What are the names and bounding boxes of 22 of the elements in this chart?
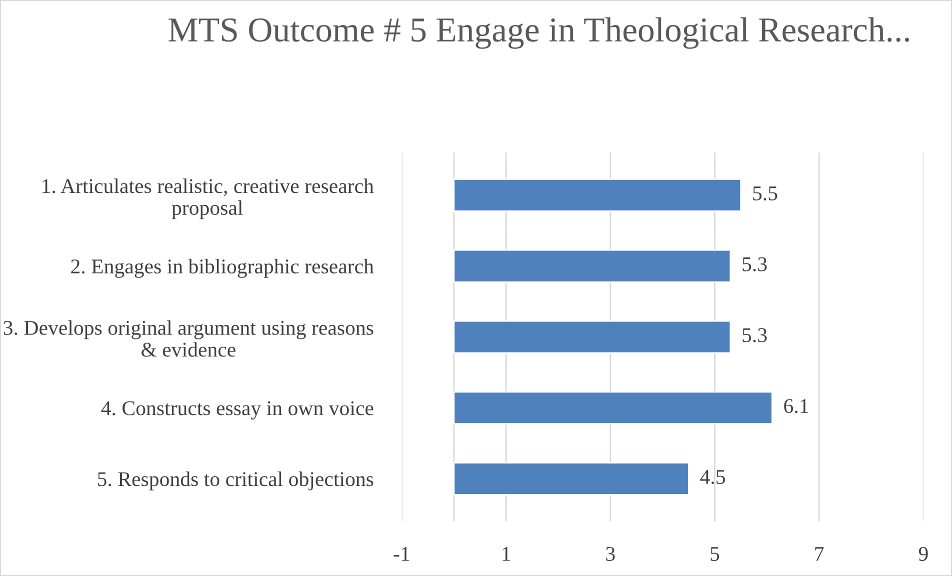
data-label: 5.3	[742, 328, 767, 342]
x-tick-label: 9	[918, 546, 928, 561]
x-tick-label: 7	[815, 547, 824, 561]
y-tick-label: 3. Develops original argument using reasons & evidence	[4, 320, 374, 357]
y-tick-label: 2. Engages in bibliographic research	[71, 258, 374, 278]
chart-title: MTS Outcome # 5 Engage in Theological Research...	[168, 17, 910, 49]
bar	[453, 391, 773, 424]
data-label: 4.5	[700, 470, 726, 484]
x-tick-label: 5	[710, 547, 720, 561]
x-tick-label: 1	[502, 546, 510, 561]
y-tick-label: 4. Constructs essay in own voice	[101, 401, 374, 420]
bar	[453, 178, 742, 212]
x-tick-label: 3	[606, 546, 615, 561]
bar	[453, 249, 732, 283]
data-label: 5.5	[753, 186, 778, 200]
y-tick-label: 1. Articulates realistic, creative research proposal	[42, 178, 374, 220]
data-label: 5.3	[742, 257, 767, 272]
y-tick-label: 5. Responds to critical objections	[98, 472, 374, 490]
data-label: 6.1	[784, 399, 808, 414]
bar	[453, 320, 732, 354]
x-tick-label: -1	[394, 546, 410, 561]
bar	[453, 462, 690, 496]
